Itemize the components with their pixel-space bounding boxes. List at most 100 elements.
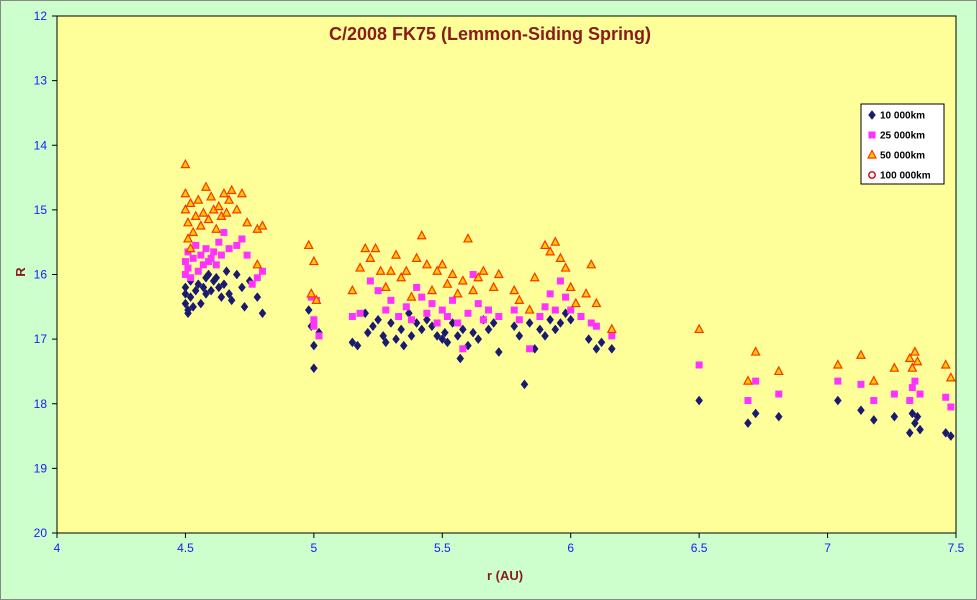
data-point [459, 324, 467, 335]
data-point [189, 301, 197, 312]
data-point [184, 308, 192, 319]
data-point [904, 352, 915, 363]
data-point [306, 288, 317, 298]
data-point [360, 242, 371, 253]
data-point [479, 316, 487, 324]
data-point [217, 251, 225, 259]
data-point [464, 309, 472, 317]
data-point [545, 246, 556, 256]
data-point [387, 318, 395, 328]
data-point [443, 313, 451, 321]
data-point [468, 284, 479, 295]
data-point [253, 274, 261, 282]
data-point [192, 241, 200, 249]
data-point [525, 318, 534, 328]
data-point [555, 252, 566, 262]
data-point [751, 408, 760, 419]
data-point [456, 353, 465, 364]
data-point [185, 197, 196, 208]
data-point [382, 306, 390, 314]
data-point [207, 254, 215, 262]
data-point [488, 281, 499, 292]
data-point [832, 359, 843, 369]
data-point [750, 346, 761, 356]
data-point [889, 362, 900, 372]
data-point [607, 343, 616, 354]
data-point [606, 323, 617, 334]
data-point [581, 288, 592, 298]
legend-marker [867, 149, 877, 159]
data-point [744, 418, 752, 429]
data-point [608, 332, 616, 340]
data-point [453, 330, 462, 341]
data-point [457, 275, 468, 285]
data-point [546, 290, 554, 298]
x-tick-label: 4.5 [177, 541, 194, 555]
data-point [225, 245, 233, 253]
y-tick-label: 17 [34, 332, 48, 346]
data-point [905, 427, 914, 438]
legend-marker [868, 110, 876, 120]
data-point [597, 337, 606, 348]
data-point [947, 431, 955, 441]
y-tick-label: 12 [34, 9, 48, 23]
data-point [220, 228, 228, 236]
data-point [391, 249, 402, 259]
data-point [379, 330, 388, 341]
data-point [231, 204, 242, 214]
data-point [225, 288, 233, 299]
data-point [556, 318, 565, 328]
data-point [459, 345, 467, 353]
data-point [193, 194, 204, 204]
data-point [238, 282, 246, 293]
data-point [401, 265, 412, 275]
data-point [742, 375, 753, 385]
data-point [413, 283, 421, 291]
data-point [197, 251, 205, 259]
data-point [509, 284, 520, 295]
data-point [432, 265, 443, 275]
data-point [494, 347, 503, 357]
data-point [526, 345, 534, 353]
data-point [454, 319, 462, 327]
data-point [200, 181, 211, 191]
data-point [366, 277, 374, 285]
data-point [199, 261, 207, 269]
data-point [911, 418, 919, 429]
data-point [258, 267, 266, 275]
data-point [212, 272, 221, 283]
y-tick-label: 13 [34, 74, 48, 88]
data-point [374, 287, 382, 295]
data-point [185, 242, 196, 253]
chart-title: C/2008 FK75 (Lemmon-Siding Spring) [329, 24, 651, 44]
data-point [203, 213, 214, 224]
data-point [587, 319, 595, 327]
data-point [906, 397, 914, 405]
y-axis-title: R [13, 267, 28, 277]
data-point [215, 282, 223, 293]
data-point [577, 313, 585, 321]
data-point [433, 319, 441, 327]
data-point [423, 309, 431, 317]
data-point [348, 337, 357, 348]
data-point [744, 397, 752, 405]
data-point [411, 252, 422, 262]
legend-label: 100 000km [880, 171, 931, 182]
data-point [402, 303, 410, 311]
data-point [238, 235, 246, 243]
series-2 [180, 158, 956, 385]
data-point [180, 158, 191, 169]
data-point [695, 361, 703, 369]
data-point [940, 359, 951, 369]
data-point [374, 314, 382, 325]
data-point [427, 284, 438, 295]
x-tick-label: 5.5 [434, 541, 451, 555]
data-point [224, 194, 235, 204]
data-point [253, 292, 262, 303]
data-point [695, 395, 703, 406]
data-point [428, 300, 436, 308]
data-point [418, 293, 426, 301]
data-point [566, 314, 575, 325]
data-point [515, 316, 523, 324]
data-point [515, 330, 524, 341]
